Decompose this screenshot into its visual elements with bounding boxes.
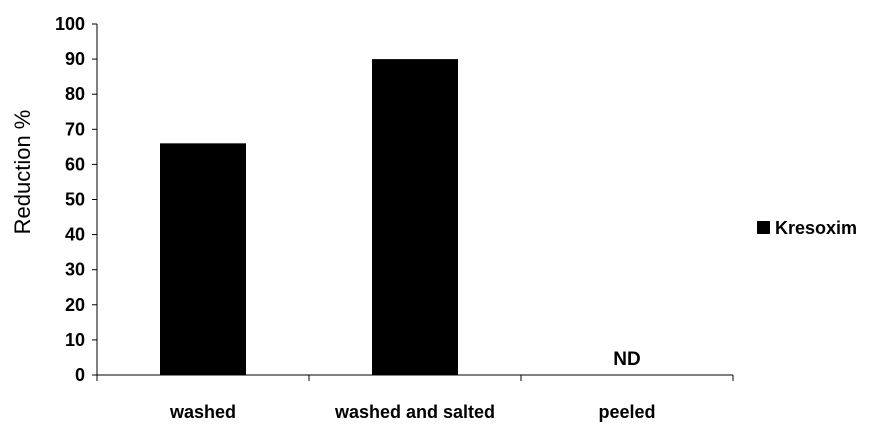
- y-tick-label: 100: [55, 14, 85, 34]
- annotation-not-detected: ND: [613, 349, 640, 370]
- y-tick-label: 0: [75, 365, 85, 385]
- legend-label-kresoxim: Kresoxim: [775, 218, 857, 238]
- annotations: ND: [613, 349, 640, 370]
- y-tick-label: 60: [65, 154, 85, 174]
- y-tick-label: 30: [65, 260, 85, 280]
- y-tick-label: 50: [65, 190, 85, 210]
- legend-swatch-kresoxim: [757, 221, 770, 234]
- plot-area: 0 10 20 30 40 50 60 70 80 90 100 washed washed and …: [55, 14, 734, 422]
- bar-washed: [160, 143, 246, 375]
- x-tick-label: peeled: [598, 402, 655, 422]
- bar-washed-and-salted: [372, 59, 458, 375]
- y-tick-label: 40: [65, 225, 85, 245]
- bars: [160, 59, 458, 375]
- x-tick-label: washed and salted: [334, 402, 495, 422]
- legend: Kresoxim: [757, 218, 857, 238]
- y-tick-label: 20: [65, 295, 85, 315]
- y-axis-title: Reduction %: [10, 110, 35, 235]
- y-tick-label: 90: [65, 49, 85, 69]
- y-axis-ticks: 0 10 20 30 40 50 60 70 80 90 100: [55, 14, 97, 385]
- x-axis-ticks: washed washed and salted peeled: [96, 375, 734, 422]
- y-tick-label: 80: [65, 84, 85, 104]
- y-tick-label: 70: [65, 119, 85, 139]
- x-tick-label: washed: [169, 402, 236, 422]
- y-tick-label: 10: [65, 330, 85, 350]
